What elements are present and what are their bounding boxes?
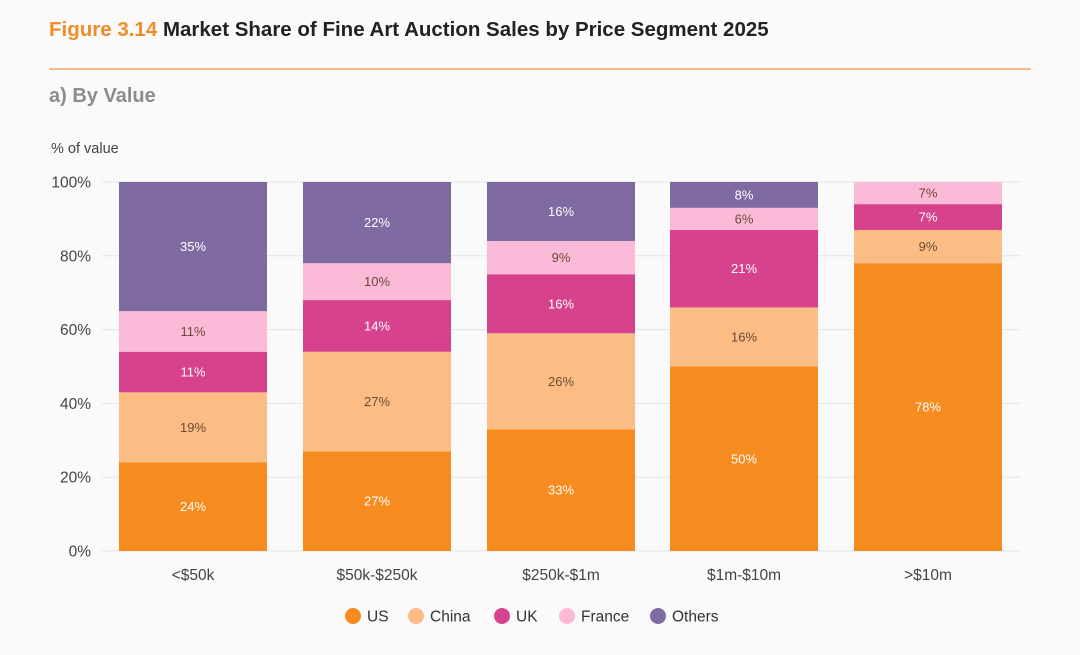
data-label: 33% [548,483,574,498]
bar-segment [670,366,818,551]
data-label: 7% [919,186,938,201]
y-tick-label: 100% [51,175,91,192]
bar-segment [119,462,267,551]
bar-segment [854,182,1002,205]
x-tick-label: >$10m [904,567,952,584]
bar-segment [487,274,635,334]
legend-marker [408,608,424,624]
y-tick-label: 0% [69,544,92,561]
data-label: 9% [919,239,938,254]
legend-label: France [581,609,629,626]
bar-segment [670,182,818,208]
data-label: 22% [364,215,390,230]
legend-marker [494,608,510,624]
bar-segment [303,300,451,352]
bar-segment [303,182,451,264]
bar-segment [854,263,1002,551]
bar-segment [303,451,451,551]
y-tick-label: 20% [60,470,91,487]
bar-segment [119,311,267,352]
data-label: 10% [364,274,390,289]
bar-segment [487,241,635,275]
bar-segment [487,333,635,430]
data-label: 24% [180,499,206,514]
data-label: 21% [731,261,757,276]
y-tick-label: 40% [60,396,91,413]
bar-segment [487,182,635,242]
x-tick-label: $50k-$250k [336,567,417,584]
legend-label: China [430,609,471,626]
legend-label: Others [672,609,719,626]
data-label: 19% [180,420,206,435]
y-axis-label: % of value [51,141,119,157]
bar-segment [303,263,451,301]
data-label: 8% [735,187,754,202]
bar-segment [119,351,267,393]
chart-subtitle: a) By Value [49,85,156,107]
bar-segment [854,204,1002,230]
x-tick-label: <$50k [172,567,215,584]
data-label: 26% [548,374,574,389]
legend-marker [650,608,666,624]
x-tick-label: $250k-$1m [522,567,600,584]
bar-segment [119,182,267,312]
figure-number: Figure 3.14 [49,18,158,41]
data-label: 27% [364,394,390,409]
bar-segment [670,307,818,367]
x-tick-label: $1m-$10m [707,567,781,584]
legend-label: US [367,609,389,626]
data-label: 11% [180,324,205,339]
legend-label: UK [516,609,538,626]
data-label: 14% [364,318,390,333]
header-divider [49,68,1031,70]
legend-marker [559,608,575,624]
data-label: 7% [919,210,938,225]
y-tick-label: 60% [60,322,91,339]
data-label: 16% [731,329,757,344]
data-label: 9% [552,250,571,265]
data-label: 27% [364,494,390,509]
bar-segment [670,229,818,308]
data-label: 50% [731,451,757,466]
data-label: 78% [915,400,941,415]
bar-segment [670,207,818,230]
bar-segment [487,429,635,551]
bar-segment [854,229,1002,264]
data-label: 6% [735,211,754,226]
data-label: 16% [548,204,574,219]
data-label: 16% [548,296,574,311]
y-tick-label: 80% [60,248,91,265]
figure-title: Figure 3.14 Market Share of Fine Art Auc… [49,18,769,42]
legend-marker [345,608,361,624]
bar-segment [303,351,451,452]
figure-title-text: Market Share of Fine Art Auction Sales b… [162,18,769,41]
data-label: 35% [180,239,206,254]
data-label: 11% [180,365,205,380]
bar-segment [119,392,267,463]
